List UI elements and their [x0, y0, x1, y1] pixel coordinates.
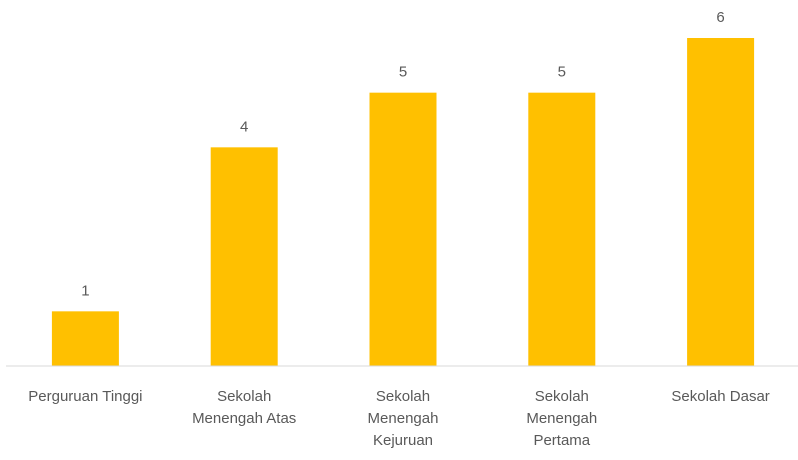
x-tick-label: Sekolah Menengah Pertama [526, 388, 598, 449]
data-label: 5 [558, 64, 566, 81]
data-label: 5 [399, 64, 407, 81]
x-tick-label: Sekolah Dasar [671, 388, 770, 405]
bar [528, 92, 596, 367]
bar [369, 92, 437, 367]
x-tick-label: Sekolah Menengah Atas [192, 388, 297, 427]
data-label: 6 [716, 9, 724, 26]
bar [210, 147, 278, 366]
bar [687, 38, 755, 366]
data-label: 4 [240, 118, 248, 135]
bar [51, 311, 119, 366]
x-tick-label: Sekolah Menengah Kejuruan [367, 388, 439, 449]
data-label: 1 [81, 282, 89, 299]
x-tick-label: Perguruan Tinggi [28, 388, 143, 405]
